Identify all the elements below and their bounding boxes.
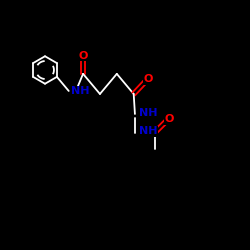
Text: NH: NH [140,108,158,118]
Text: O: O [143,74,152,84]
Text: NH: NH [140,126,158,136]
Text: O: O [164,114,173,124]
Text: O: O [78,50,88,60]
Text: NH: NH [71,86,90,97]
